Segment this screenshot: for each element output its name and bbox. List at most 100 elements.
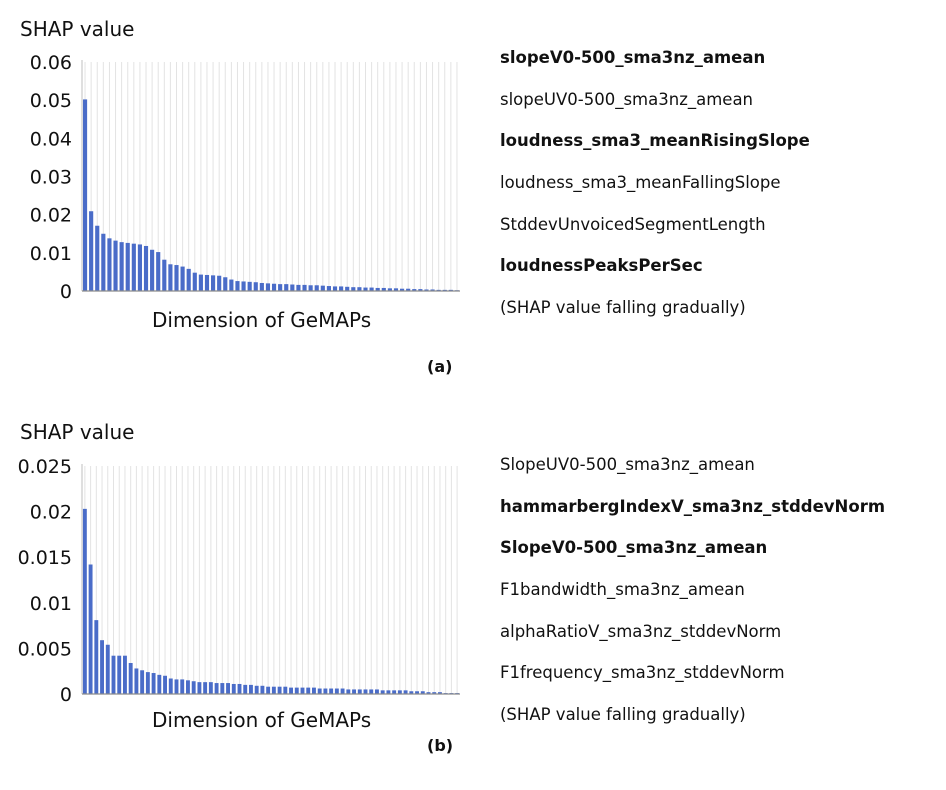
shap-bar [203,682,208,694]
shap-bar [290,284,295,291]
shap-bar [397,690,402,694]
shap-bar [191,681,196,694]
shap-bar [340,688,345,694]
shap-bar [247,281,252,291]
shap-bar [128,662,133,694]
shap-bar [192,272,197,291]
shap-bar [326,286,331,291]
feature-label: loudnessPeaksPerSec [500,256,703,276]
shap-bar [296,284,301,291]
shap-bar [198,274,203,291]
feature-label: F1frequency_sma3nz_stddevNorm [500,663,785,683]
shap-bar [363,287,368,291]
shap-bar [415,691,419,694]
shap-bar [253,282,258,291]
y-axis-title: SHAP value [20,420,135,444]
shap-bar [424,289,429,291]
y-tick-label: 0.02 [30,502,72,524]
shap-bar [294,687,299,694]
shap-bar [204,274,210,291]
shap-bar [157,674,162,694]
feature-label: alphaRatioV_sma3nz_stddevNorm [500,621,782,641]
shap-bar [283,686,288,694]
shap-bar [393,288,399,291]
feature-label: SlopeV0-500_sma3nz_amean [500,538,768,558]
shap-bar [186,268,191,291]
feature-label: slopeUV0-500_sma3nz_amean [500,89,754,109]
shap-bar [229,279,234,291]
shap-bar [95,225,100,291]
shap-bar [357,287,362,291]
shap-bar [168,678,173,694]
shap-bar [151,673,156,694]
shap-bar [265,283,271,291]
shap-bar [226,683,230,694]
y-tick-label: 0.005 [18,638,72,660]
shap-bar [231,683,236,694]
shap-bar [100,640,104,694]
shap-bar [266,686,271,694]
feature-label: hammarbergIndexV_sma3nz_stddevNorm [500,496,886,516]
shap-bar [134,668,139,694]
y-tick-label: 0.01 [30,243,72,265]
feature-label: (SHAP value falling gradually) [500,298,746,318]
feature-label: (SHAP value falling gradually) [500,705,746,725]
shap-bar [235,281,240,291]
feature-label: slopeV0-500_sma3nz_amean [500,48,766,67]
shap-bar [381,287,386,291]
shap-bar [409,691,414,694]
y-tick-label: 0.06 [30,52,72,74]
shap-bar [403,690,408,694]
y-tick-label: 0 [60,281,72,303]
feature-label: SlopeUV0-500_sma3nz_amean [500,455,755,474]
shap-bar [174,679,179,694]
shap-bar [88,564,93,694]
shap-bar [208,682,213,694]
shap-bar [312,687,316,694]
shap-bar [369,287,374,291]
shap-bar [418,289,423,291]
shap-bar [300,687,305,694]
shap-bar [197,682,202,694]
feature-label: loudness_sma3_meanFallingSlope [500,173,781,193]
shap-bar [432,692,437,694]
shap-bar [277,686,282,694]
feature-list-b: SlopeUV0-500_sma3nz_amean hammarbergIndex… [500,455,885,747]
shap-bar [363,689,368,694]
shap-bar [323,688,328,694]
shap-bar [123,655,127,694]
shap-bar [150,249,155,291]
shap-bar [119,242,124,291]
shap-bar [329,688,334,694]
shap-bar [186,680,190,694]
shap-bar [211,275,216,291]
y-tick-label: 0.025 [18,456,72,478]
chart-panel-a: SHAP value 0 0.01 0.02 0.03 0.04 0.05 0.06 Dim… [0,0,946,390]
shap-bar [352,689,356,694]
shap-bar [89,211,94,291]
shap-bar [271,686,276,694]
shap-bar [412,289,417,291]
shap-bar [320,285,325,291]
shap-bar [168,264,173,291]
shap-bar [82,508,87,694]
shap-bar [145,672,150,694]
feature-label: StddevUnvoicedSegmentLength [500,214,766,234]
shap-bar [308,285,313,291]
y-tick-label: 0 [60,684,72,706]
chart-panel-b: SHAP value 0 0.005 0.01 0.015 0.02 0.025 Dime… [0,400,946,790]
shap-bar [306,687,311,694]
shap-bar [214,683,219,694]
shap-bar [317,688,322,694]
shap-bar [406,288,411,291]
shap-bar [392,690,397,694]
shap-bar [174,265,179,291]
shap-bar [357,689,362,694]
shap-bar [346,689,351,694]
figure-caption: (b) [427,736,454,755]
feature-label: loudness_sma3_meanRisingSlope [500,131,810,151]
shap-bar [107,238,112,291]
shap-bar [113,240,118,291]
y-tick-label: 0.02 [30,205,72,227]
shap-bar [140,670,145,694]
